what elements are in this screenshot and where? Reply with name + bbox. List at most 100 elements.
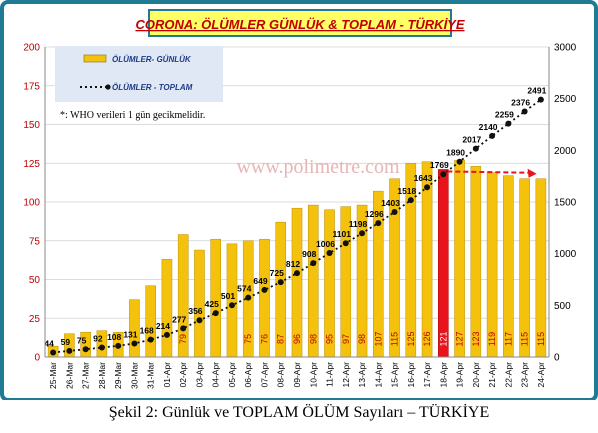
total-label: 574	[237, 284, 251, 294]
bar	[503, 175, 514, 358]
total-label: 44	[44, 338, 54, 348]
y-left-tick-label: 50	[29, 275, 41, 286]
legend-daily-label: ÖLÜMLER- GÜNLÜK	[112, 55, 192, 64]
total-point	[163, 331, 170, 338]
total-label: 168	[140, 326, 154, 336]
total-label: 812	[286, 259, 300, 269]
total-point	[212, 310, 219, 317]
x-tick-label: 28-Mar	[97, 362, 107, 389]
total-point	[277, 279, 284, 286]
x-tick-label: 18-Apr	[438, 362, 448, 388]
total-label: 131	[123, 329, 137, 339]
total-point	[98, 344, 105, 351]
bar-label: 125	[406, 331, 416, 346]
total-label: 425	[205, 299, 219, 309]
bar	[438, 169, 449, 358]
y-left-tick-label: 100	[23, 198, 40, 209]
total-label: 1890	[446, 148, 465, 158]
legend-line-marker	[105, 84, 111, 90]
x-tick-label: 12-Apr	[341, 362, 351, 388]
x-tick-label: 19-Apr	[455, 362, 465, 388]
y-left-tick-label: 200	[23, 43, 40, 54]
axes: 0255075100125150175200050010001500200025…	[23, 43, 576, 389]
y-right-tick-label: 2500	[554, 94, 577, 105]
x-tick-label: 04-Apr	[211, 362, 221, 388]
bar-label: 107	[373, 331, 383, 346]
bar-label: 96	[292, 334, 302, 344]
total-label: 649	[253, 276, 267, 286]
y-left-tick-label: 0	[34, 353, 40, 364]
x-tick-label: 10-Apr	[308, 362, 318, 388]
bar-label: 75	[243, 334, 253, 344]
y-right-tick-label: 1000	[554, 249, 577, 260]
x-tick-label: 03-Apr	[194, 362, 204, 388]
bar-label: 79	[178, 334, 188, 344]
bar	[535, 178, 547, 358]
x-tick-label: 22-Apr	[503, 362, 513, 388]
trend-arrow	[447, 170, 529, 174]
total-point	[342, 240, 349, 247]
x-tick-label: 08-Apr	[276, 362, 286, 388]
chart-title: CORONA: ÖLÜMLER GÜNLÜK & TOPLAM - TÜRKİY…	[135, 17, 464, 32]
x-tick-label: 02-Apr	[178, 362, 188, 388]
bar	[519, 178, 530, 358]
total-point	[196, 317, 203, 324]
x-tick-label: 09-Apr	[292, 362, 302, 388]
bar-label: 123	[471, 331, 481, 346]
x-tick-label: 13-Apr	[357, 362, 367, 388]
x-tick-label: 20-Apr	[471, 362, 481, 388]
bar	[470, 166, 482, 358]
legend-total-label: ÖLÜMLER - TOPLAM	[112, 83, 193, 92]
x-tick-label: 25-Mar	[48, 362, 58, 389]
bar	[145, 285, 156, 358]
total-point	[228, 302, 235, 309]
x-tick-label: 14-Apr	[373, 362, 383, 388]
total-point	[489, 132, 496, 139]
y-left-tick-label: 175	[23, 81, 40, 92]
x-tick-label: 05-Apr	[227, 362, 237, 388]
bar-label: 87	[276, 334, 286, 344]
total-label: 356	[188, 306, 202, 316]
bar-label: 98	[308, 334, 318, 344]
y-right-tick-label: 500	[554, 301, 571, 312]
total-label: 1198	[349, 219, 368, 229]
x-tick-label: 23-Apr	[520, 362, 530, 388]
total-label: 2017	[462, 135, 481, 145]
total-label: 2259	[495, 110, 514, 120]
x-tick-label: 01-Apr	[162, 362, 172, 388]
total-point	[82, 346, 89, 353]
total-label: 1403	[381, 198, 400, 208]
y-right-tick-label: 0	[554, 353, 560, 364]
bar	[194, 249, 205, 358]
bar	[486, 172, 498, 358]
x-tick-label: 17-Apr	[422, 362, 432, 388]
total-point	[440, 171, 447, 178]
total-label: 725	[270, 268, 284, 278]
y-left-tick-label: 75	[29, 236, 41, 247]
bar-label: 115	[520, 332, 530, 346]
y-right-tick-label: 1500	[554, 198, 577, 209]
total-label: 1518	[397, 186, 416, 196]
total-label: 2491	[527, 86, 546, 96]
total-line	[50, 96, 544, 356]
bar-label: 115	[390, 332, 400, 346]
total-point	[66, 347, 73, 354]
x-tick-label: 24-Apr	[536, 362, 546, 388]
total-point	[294, 270, 300, 277]
total-point	[521, 108, 528, 115]
total-point	[245, 294, 252, 301]
bar-label: 127	[455, 331, 465, 346]
total-label: 2140	[479, 122, 498, 132]
total-label: 1296	[365, 209, 384, 219]
total-label: 1643	[414, 173, 433, 183]
total-label: 59	[61, 337, 71, 347]
bar-label: 115	[536, 332, 546, 346]
total-point	[359, 230, 366, 237]
total-point	[326, 250, 333, 257]
bar-label: 126	[422, 331, 432, 346]
bar-label: 117	[503, 332, 513, 346]
total-labels: 44 59 75 92 108 131 168 21427735642550157464972…	[44, 86, 546, 349]
total-point	[375, 220, 382, 227]
total-point	[115, 342, 122, 349]
total-point	[310, 260, 317, 267]
